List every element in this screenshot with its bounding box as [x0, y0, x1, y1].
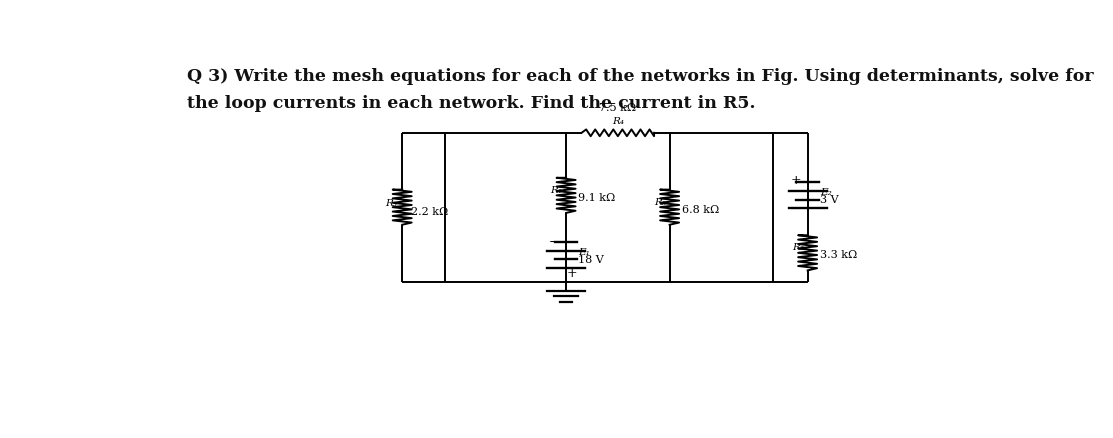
Text: R₄: R₄ — [612, 117, 624, 126]
Text: 9.1 kΩ: 9.1 kΩ — [578, 193, 615, 202]
Text: E₁: E₁ — [578, 248, 590, 257]
Text: 3.3 kΩ: 3.3 kΩ — [819, 250, 857, 260]
Text: the loop currents in each network. Find the current in R5.: the loop currents in each network. Find … — [187, 95, 755, 112]
Text: 3 V: 3 V — [819, 194, 838, 204]
Text: R₂: R₂ — [792, 243, 805, 252]
Text: 6.8 kΩ: 6.8 kΩ — [681, 205, 719, 214]
Text: R₅: R₅ — [654, 197, 667, 206]
Text: Q 3) Write the mesh equations for each of the networks in Fig. Using determinant: Q 3) Write the mesh equations for each o… — [187, 68, 1093, 85]
Text: −: − — [549, 235, 559, 248]
Text: E₂: E₂ — [819, 188, 831, 197]
Text: R₃: R₃ — [385, 198, 397, 207]
Text: 2.2 kΩ: 2.2 kΩ — [411, 206, 449, 216]
Text: −: − — [790, 202, 800, 215]
Text: 7.5 kΩ: 7.5 kΩ — [599, 102, 637, 113]
Text: 18 V: 18 V — [578, 254, 604, 265]
Text: R₁: R₁ — [551, 185, 563, 194]
Text: +: + — [567, 267, 578, 279]
Text: +: + — [790, 173, 801, 186]
